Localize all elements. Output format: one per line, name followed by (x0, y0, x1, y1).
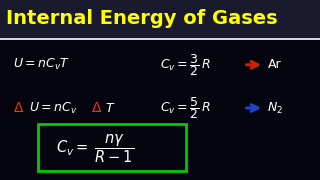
Text: $C_v = \dfrac{3}{2}\,R$: $C_v = \dfrac{3}{2}\,R$ (160, 52, 211, 78)
Text: Ar: Ar (268, 58, 282, 71)
Text: $T$: $T$ (105, 102, 115, 114)
Text: $C_v = \;\dfrac{n\gamma}{R-1}$: $C_v = \;\dfrac{n\gamma}{R-1}$ (56, 132, 134, 165)
Text: $\Delta$: $\Delta$ (91, 101, 103, 115)
Text: $U = nC_v$: $U = nC_v$ (29, 100, 78, 116)
Bar (38, 124, 186, 171)
Text: $\Delta$: $\Delta$ (13, 101, 24, 115)
Bar (0, 0, 320, 39)
Text: $C_v = \dfrac{5}{2}\,R$: $C_v = \dfrac{5}{2}\,R$ (160, 95, 211, 121)
Text: $U = nC_v T$: $U = nC_v T$ (13, 57, 70, 72)
Text: Internal Energy of Gases: Internal Energy of Gases (6, 9, 278, 28)
Text: $N_2$: $N_2$ (267, 100, 283, 116)
